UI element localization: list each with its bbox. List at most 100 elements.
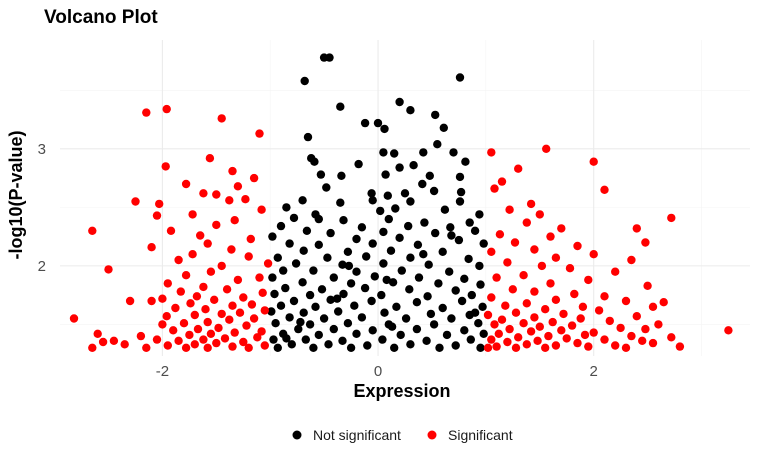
data-point (431, 110, 440, 120)
data-point (163, 341, 172, 350)
data-point (300, 76, 309, 86)
data-point (176, 287, 185, 296)
data-point (263, 259, 273, 268)
data-point (530, 287, 539, 296)
data-point (299, 308, 308, 317)
data-point (136, 331, 146, 341)
data-point (249, 173, 259, 183)
data-point (255, 129, 264, 138)
data-point (476, 343, 485, 352)
data-point (495, 230, 505, 239)
data-point (98, 337, 108, 347)
data-point (271, 319, 280, 328)
data-point (447, 231, 456, 240)
data-point (155, 199, 164, 209)
data-point (397, 266, 406, 275)
data-point (289, 213, 299, 223)
data-point (474, 319, 483, 328)
data-point (490, 320, 499, 329)
data-point (584, 275, 593, 285)
data-point (406, 106, 415, 115)
data-point (541, 305, 550, 314)
data-point (479, 329, 488, 338)
data-point (269, 335, 278, 344)
data-point (363, 341, 372, 350)
data-point (580, 330, 590, 340)
data-point (339, 216, 348, 225)
data-point (461, 157, 470, 166)
data-point (510, 238, 520, 247)
data-point (334, 307, 343, 316)
data-point (239, 337, 248, 347)
data-point (230, 216, 239, 225)
data-point (179, 319, 189, 328)
data-point (475, 261, 484, 271)
data-point (273, 253, 282, 262)
data-point (217, 309, 226, 319)
data-point (367, 189, 376, 198)
data-point (186, 299, 195, 308)
data-point (276, 221, 286, 231)
data-point (337, 171, 346, 180)
data-point (487, 247, 496, 256)
data-point (324, 340, 333, 349)
data-point (203, 239, 212, 248)
data-point (505, 324, 514, 334)
data-point (322, 183, 331, 192)
data-point (455, 197, 465, 206)
data-point (519, 319, 528, 328)
data-point (325, 53, 334, 62)
data-point (562, 334, 571, 343)
data-point (225, 196, 234, 205)
data-point (442, 330, 452, 340)
data-point (412, 324, 422, 334)
data-point (557, 326, 566, 335)
data-point (233, 182, 243, 191)
data-point (418, 179, 427, 189)
data-point (589, 157, 598, 166)
data-point (235, 308, 245, 317)
data-point (412, 298, 422, 307)
data-point (228, 166, 237, 176)
data-point (241, 195, 250, 204)
data-point (395, 233, 404, 242)
data-point (465, 310, 474, 320)
data-point (565, 264, 575, 273)
data-point (206, 267, 216, 276)
data-point (578, 302, 588, 311)
data-points (69, 53, 733, 352)
data-point (401, 314, 411, 323)
data-point (214, 323, 223, 333)
legend-label-not-significant: Not significant (313, 427, 401, 443)
data-point (142, 343, 151, 352)
data-point (93, 329, 102, 338)
data-point (336, 198, 345, 207)
data-point (181, 271, 191, 280)
data-point (368, 196, 377, 205)
data-point (212, 338, 221, 348)
data-point (162, 312, 171, 321)
data-point (475, 210, 484, 219)
data-point (551, 253, 561, 262)
x-tick-label: 0 (374, 363, 382, 380)
data-point (490, 184, 499, 193)
data-point (396, 330, 405, 340)
data-point (546, 279, 555, 288)
chart-title: Volcano Plot (44, 7, 158, 28)
data-point (336, 102, 345, 111)
data-point (88, 226, 97, 235)
data-point (460, 274, 469, 283)
data-point (285, 239, 294, 248)
data-point (303, 132, 313, 142)
data-point (414, 273, 424, 282)
data-point (406, 197, 415, 206)
data-point (352, 234, 361, 244)
data-point (621, 296, 631, 306)
data-point (282, 203, 291, 212)
data-point (270, 289, 279, 299)
data-point (492, 342, 501, 351)
data-point (212, 190, 221, 199)
data-point (268, 232, 277, 241)
data-point (522, 340, 531, 349)
data-point (600, 292, 609, 301)
